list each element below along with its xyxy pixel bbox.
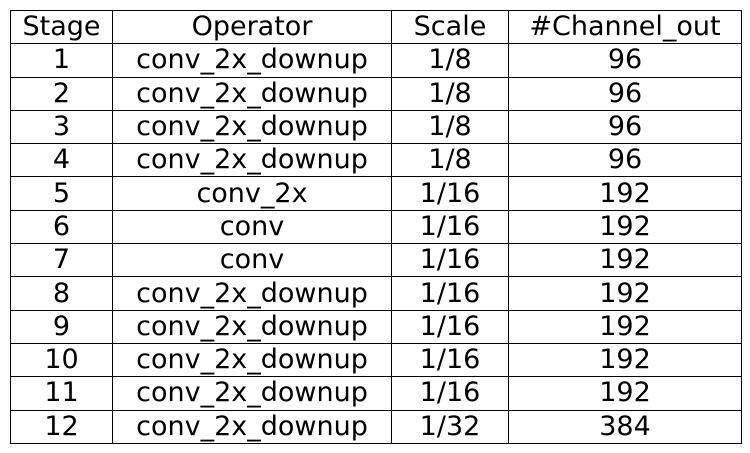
table-row: 5 conv_2x 1/16 192 [10, 176, 742, 211]
operator-cell: conv_2x_downup [112, 342, 392, 378]
channel-out-cell: 192 [508, 376, 742, 411]
stage-cell: 12 [10, 409, 113, 444]
scale-cell: 1/16 [391, 209, 509, 245]
table-row: 11 conv_2x_downup 1/16 192 [10, 376, 742, 411]
operator-cell: conv_2x_downup [112, 143, 392, 178]
header-row: Stage Operator Scale #Channel_out [10, 9, 742, 45]
operator-cell: conv_2x_downup [112, 43, 392, 78]
operator-cell: conv_2x_downup [112, 109, 392, 145]
operator-cell: conv [112, 209, 392, 245]
scale-cell: 1/16 [391, 176, 509, 211]
scale-cell: 1/8 [391, 143, 509, 178]
channel-out-cell: 96 [508, 109, 742, 145]
header-operator: Operator [112, 9, 392, 45]
channel-out-cell: 192 [508, 176, 742, 211]
stage-cell: 6 [10, 209, 113, 245]
scale-cell: 1/16 [391, 276, 509, 311]
stage-cell: 8 [10, 276, 113, 311]
table-row: 4 conv_2x_downup 1/8 96 [10, 143, 742, 178]
channel-out-cell: 192 [508, 276, 742, 311]
operator-cell: conv_2x_downup [112, 309, 392, 344]
stage-cell: 7 [10, 243, 113, 278]
stage-cell: 10 [10, 342, 113, 378]
table-row: 12 conv_2x_downup 1/32 384 [10, 409, 742, 444]
operator-cell: conv [112, 243, 392, 278]
stage-cell: 5 [10, 176, 113, 211]
header-stage: Stage [10, 9, 113, 45]
scale-cell: 1/16 [391, 243, 509, 278]
header-channel-out: #Channel_out [508, 9, 742, 45]
table-row: 6 conv 1/16 192 [10, 209, 742, 245]
operator-cell: conv_2x_downup [112, 409, 392, 444]
channel-out-cell: 192 [508, 243, 742, 278]
table-row: 8 conv_2x_downup 1/16 192 [10, 276, 742, 311]
table-row: 10 conv_2x_downup 1/16 192 [10, 342, 742, 378]
scale-cell: 1/8 [391, 43, 509, 78]
stage-cell: 11 [10, 376, 113, 411]
operator-cell: conv_2x_downup [112, 376, 392, 411]
channel-out-cell: 384 [508, 409, 742, 444]
channel-out-cell: 192 [508, 309, 742, 344]
scale-cell: 1/8 [391, 76, 509, 111]
table-body: 1 conv_2x_downup 1/8 96 2 conv_2x_downup… [10, 43, 742, 444]
table-row: 2 conv_2x_downup 1/8 96 [10, 76, 742, 111]
table-row: 7 conv 1/16 192 [10, 243, 742, 278]
channel-out-cell: 96 [508, 143, 742, 178]
stage-cell: 4 [10, 143, 113, 178]
stage-cell: 2 [10, 76, 113, 111]
stage-cell: 9 [10, 309, 113, 344]
scale-cell: 1/16 [391, 376, 509, 411]
stage-table: Stage Operator Scale #Channel_out 1 conv… [10, 9, 742, 444]
channel-out-cell: 192 [508, 342, 742, 378]
stage-cell: 1 [10, 43, 113, 78]
header-scale: Scale [391, 9, 509, 45]
operator-cell: conv_2x [112, 176, 392, 211]
table-row: 3 conv_2x_downup 1/8 96 [10, 109, 742, 145]
scale-cell: 1/8 [391, 109, 509, 145]
stage-cell: 3 [10, 109, 113, 145]
scale-cell: 1/32 [391, 409, 509, 444]
scale-cell: 1/16 [391, 309, 509, 344]
scale-cell: 1/16 [391, 342, 509, 378]
table-row: 1 conv_2x_downup 1/8 96 [10, 43, 742, 78]
operator-cell: conv_2x_downup [112, 276, 392, 311]
table-header: Stage Operator Scale #Channel_out [10, 9, 742, 45]
table-row: 9 conv_2x_downup 1/16 192 [10, 309, 742, 344]
channel-out-cell: 96 [508, 76, 742, 111]
operator-cell: conv_2x_downup [112, 76, 392, 111]
channel-out-cell: 96 [508, 43, 742, 78]
channel-out-cell: 192 [508, 209, 742, 245]
